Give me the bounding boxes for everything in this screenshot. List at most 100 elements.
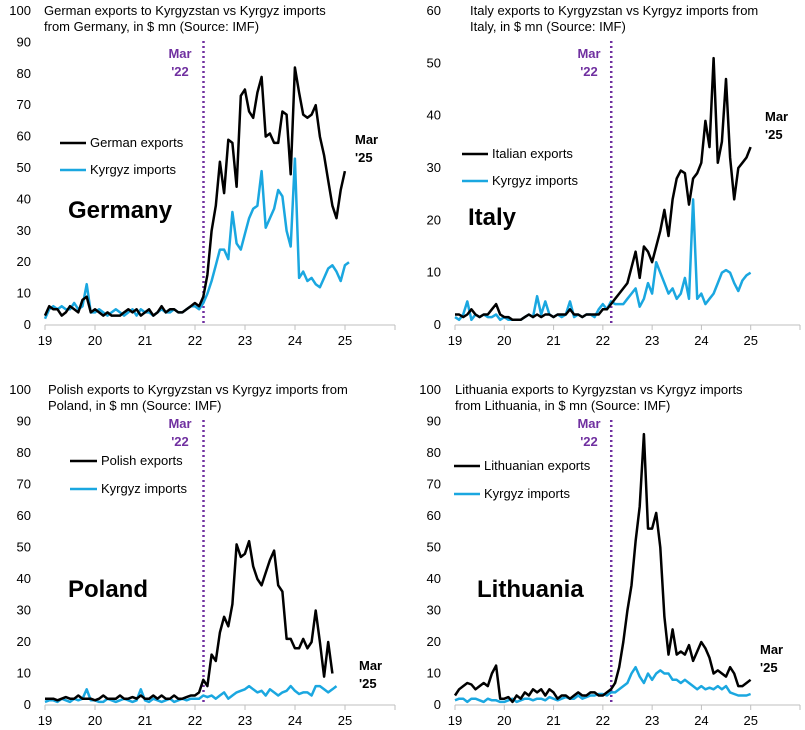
chart-panel: 0 10 20 30 40 50 60 70 80 90 100 19 20 21 22 23 24 25 Germ…	[9, 3, 396, 348]
y-tick-label: 30	[17, 223, 31, 238]
y-tick-label: 50	[427, 55, 441, 70]
y-tick-label: 20	[17, 634, 31, 649]
x-tick-label: 19	[448, 713, 462, 728]
march-2022-label-line: '22	[171, 434, 189, 449]
y-tick-label: 40	[427, 108, 441, 123]
march-2022-label-line: Mar	[577, 416, 600, 431]
legend-label: Kyrgyz imports	[492, 173, 578, 188]
y-tick-label: 80	[17, 445, 31, 460]
march-2022-label-line: Mar	[168, 46, 191, 61]
legend-label: Kyrgyz imports	[101, 481, 187, 496]
y-tick-label: 10	[17, 286, 31, 301]
x-tick-label: 24	[694, 333, 708, 348]
x-tick-label: 21	[138, 713, 152, 728]
march-2022-label-line: Mar	[168, 416, 191, 431]
march-2025-label-line: '25	[355, 150, 373, 165]
y-tick-label: 0	[434, 697, 441, 712]
march-2025-label: Mar '25	[355, 132, 378, 165]
x-tick-label: 23	[645, 713, 659, 728]
exports-series-line	[43, 66, 347, 317]
chart-title-line: from Lithuania, in $ mn (Source: IMF)	[455, 398, 670, 413]
y-tick-label: 90	[17, 34, 31, 49]
x-tick-label: 21	[546, 333, 560, 348]
y-tick-label: 20	[17, 254, 31, 269]
x-tick-label: 23	[238, 333, 252, 348]
chart-title-line: from Germany, in $ mn (Source: IMF)	[44, 19, 259, 34]
x-tick-label: 19	[38, 333, 52, 348]
legend-label: Lithuanian exports	[484, 458, 591, 473]
chart-title-line: Poland, in $ mn (Source: IMF)	[48, 398, 221, 413]
x-tick-label: 23	[238, 713, 252, 728]
x-tick-label: 20	[88, 333, 102, 348]
y-tick-label: 90	[17, 414, 31, 429]
y-tick-label: 60	[17, 129, 31, 144]
y-tick-label: 30	[427, 160, 441, 175]
x-tick-label: 25	[338, 713, 352, 728]
y-tick-label: 30	[17, 603, 31, 618]
march-2022-label: Mar '22	[577, 46, 600, 79]
x-tick-label: 22	[596, 333, 610, 348]
y-tick-label: 20	[427, 212, 441, 227]
country-label: Lithuania	[477, 576, 584, 603]
legend-label: Kyrgyz imports	[90, 162, 176, 177]
march-2022-label-line: Mar	[577, 46, 600, 61]
chart-title-line: German exports to Kyrgyzstan vs Kyrgyz i…	[44, 3, 326, 18]
x-tick-label: 21	[138, 333, 152, 348]
march-2025-label: Mar '25	[760, 642, 783, 675]
y-tick-label: 60	[427, 3, 441, 18]
exports-series-line	[453, 432, 752, 704]
march-2025-label-line: Mar	[359, 658, 382, 673]
legend-label: Polish exports	[101, 453, 183, 468]
x-tick-label: 24	[288, 713, 302, 728]
march-2025-label: Mar '25	[765, 109, 788, 142]
chart-title: Lithuania exports to Kyrgyzstan vs Kyrgy…	[455, 382, 743, 413]
chart-title-line: Italy exports to Kyrgyzstan vs Kyrgyz im…	[470, 3, 758, 18]
march-2022-label: Mar '22	[168, 46, 191, 79]
y-tick-label: 20	[427, 634, 441, 649]
y-tick-label: 60	[427, 508, 441, 523]
chart-panel: 0 10 20 30 40 50 60 19 20 21 22 23 24 25 Italy exports…	[427, 3, 801, 348]
march-2025-label-line: '25	[765, 127, 783, 142]
x-tick-label: 23	[645, 333, 659, 348]
march-2025-label-line: Mar	[765, 109, 788, 124]
x-tick-label: 25	[743, 713, 757, 728]
y-tick-label: 90	[427, 414, 441, 429]
x-tick-label: 19	[38, 713, 52, 728]
x-tick-label: 24	[288, 333, 302, 348]
y-tick-label: 40	[427, 571, 441, 586]
exports-series-line	[455, 56, 752, 322]
country-label: Italy	[468, 204, 517, 231]
x-tick-label: 20	[497, 333, 511, 348]
march-2025-label-line: '25	[760, 660, 778, 675]
y-tick-label: 50	[17, 540, 31, 555]
chart-title-line: Italy, in $ mn (Source: IMF)	[470, 19, 626, 34]
y-tick-label: 40	[17, 571, 31, 586]
chart-title-line: Polish exports to Kyrgyzstan vs Kyrgyz i…	[48, 382, 348, 397]
chart-title: German exports to Kyrgyzstan vs Kyrgyz i…	[44, 3, 326, 34]
march-2025-label-line: Mar	[760, 642, 783, 657]
y-tick-label: 50	[427, 540, 441, 555]
chart-panel: 0 10 20 30 40 50 60 70 80 90 100 19 20 21 22 23 24 25 Lith…	[419, 382, 801, 728]
y-tick-label: 10	[17, 666, 31, 681]
x-tick-label: 22	[188, 713, 202, 728]
country-label: Germany	[68, 197, 173, 224]
x-tick-label: 20	[88, 713, 102, 728]
x-tick-label: 24	[694, 713, 708, 728]
march-2025-label-line: '25	[359, 676, 377, 691]
y-tick-label: 0	[24, 697, 31, 712]
imports-series-line	[43, 157, 350, 320]
exports-series-line	[45, 539, 334, 702]
y-tick-label: 100	[9, 3, 31, 18]
chart-title: Polish exports to Kyrgyzstan vs Kyrgyz i…	[48, 382, 348, 413]
y-tick-label: 50	[17, 160, 31, 175]
country-label: Poland	[68, 576, 148, 603]
march-2022-label: Mar '22	[577, 416, 600, 449]
x-tick-label: 25	[743, 333, 757, 348]
y-tick-label: 70	[17, 477, 31, 492]
y-tick-label: 0	[434, 317, 441, 332]
march-2025-label: Mar '25	[359, 658, 382, 691]
x-tick-label: 22	[188, 333, 202, 348]
y-tick-label: 100	[419, 382, 441, 397]
y-tick-label: 30	[427, 603, 441, 618]
